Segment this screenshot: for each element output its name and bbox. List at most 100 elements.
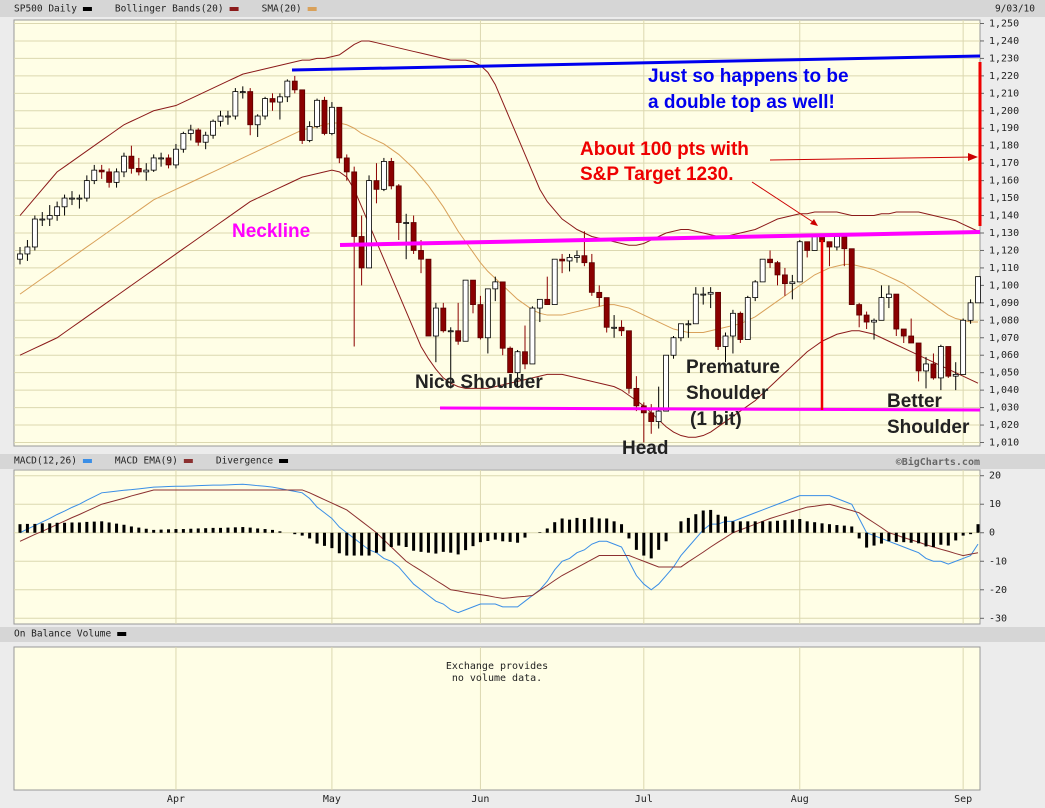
histogram-bar xyxy=(865,532,869,548)
candle-body xyxy=(670,337,677,356)
series-line xyxy=(19,40,979,246)
macd-panel xyxy=(13,469,981,625)
legend-label: MACD(12,26) xyxy=(14,456,77,467)
histogram-bar xyxy=(597,518,601,533)
legend-swatch xyxy=(82,459,92,463)
histogram-bar xyxy=(189,528,193,533)
annotation: Shoulder xyxy=(686,383,769,404)
y-tick-label: -30 xyxy=(989,613,1007,624)
candle-body xyxy=(366,180,372,269)
candle-body xyxy=(113,171,120,183)
legend-label: SP500 Daily xyxy=(14,4,77,15)
histogram-bar xyxy=(174,529,178,533)
candle-body xyxy=(440,307,447,332)
histogram-bar xyxy=(40,523,44,533)
histogram-bar xyxy=(931,532,935,547)
histogram-bar xyxy=(523,532,527,538)
legend-swatch xyxy=(307,7,317,11)
candle-body xyxy=(202,134,209,143)
candle-body xyxy=(692,293,699,325)
candle-body xyxy=(908,335,915,344)
candle-body xyxy=(329,106,335,134)
candle-body xyxy=(588,262,595,293)
histogram-bar xyxy=(612,521,616,533)
support-line xyxy=(439,406,981,412)
histogram-bar xyxy=(627,532,631,539)
histogram-bar xyxy=(434,532,438,554)
histogram-bar xyxy=(575,517,579,533)
y-tick-label: 1,150 xyxy=(989,193,1019,204)
candle-body xyxy=(678,323,684,339)
x-tick-label: May xyxy=(323,794,341,805)
histogram-bar xyxy=(25,523,29,533)
legend-label: MACD EMA(9) xyxy=(115,456,178,467)
y-tick-label: 20 xyxy=(989,471,1001,482)
y-tick-label: 1,140 xyxy=(989,211,1019,222)
candle-body xyxy=(878,297,885,321)
candle-body xyxy=(484,288,491,339)
candle-body xyxy=(158,157,165,160)
x-tick-label: Sep xyxy=(954,794,972,805)
histogram-bar xyxy=(360,532,364,556)
histogram-bar xyxy=(204,528,208,533)
histogram-bar xyxy=(256,528,260,533)
candle-body xyxy=(841,236,848,250)
candle-body xyxy=(700,293,707,296)
arrow-head xyxy=(968,153,978,161)
candle-body xyxy=(306,126,313,141)
candle-body xyxy=(722,335,729,347)
candle-body xyxy=(24,246,31,255)
histogram-bar xyxy=(887,532,891,542)
candle-body xyxy=(299,89,306,141)
histogram-bar xyxy=(129,526,133,533)
candle-body xyxy=(937,346,944,379)
candle-body xyxy=(39,218,46,221)
histogram-bar xyxy=(352,532,356,556)
candle-body xyxy=(187,129,194,134)
y-tick-label: 1,090 xyxy=(989,298,1019,309)
header-bar xyxy=(0,0,1045,17)
candle-body xyxy=(239,91,246,93)
histogram-bar xyxy=(939,532,943,545)
candle-body xyxy=(648,412,655,422)
candle-body xyxy=(418,250,424,260)
histogram-bar xyxy=(679,521,683,533)
histogram-bar xyxy=(233,527,237,533)
histogram-bar xyxy=(219,527,223,533)
series-line xyxy=(19,483,979,614)
y-tick-label: 10 xyxy=(989,499,1001,510)
histogram-bar xyxy=(70,522,74,533)
y-tick-label: 1,070 xyxy=(989,333,1019,344)
legend-label: SMA(20) xyxy=(262,4,302,15)
histogram-bar xyxy=(761,521,765,533)
histogram-bar xyxy=(315,532,319,544)
histogram-bar xyxy=(775,520,779,533)
histogram-bar xyxy=(827,524,831,533)
arrow-line xyxy=(769,156,976,161)
candle-body xyxy=(447,330,454,333)
candle-body xyxy=(403,222,410,224)
histogram-bar xyxy=(820,523,824,533)
histogram-bar xyxy=(605,518,609,533)
histogram-bar xyxy=(144,528,148,533)
y-tick-label: 1,010 xyxy=(989,438,1019,449)
legend-swatch xyxy=(229,7,239,11)
y-tick-label: 1,050 xyxy=(989,368,1019,379)
histogram-bar xyxy=(924,532,928,547)
candle-body xyxy=(380,161,387,190)
legend-label: Bollinger Bands(20) xyxy=(115,4,224,15)
no-data-message: no volume data. xyxy=(452,673,542,684)
histogram-bar xyxy=(456,532,460,555)
candle-body xyxy=(492,281,499,290)
histogram-bar xyxy=(976,524,980,533)
candle-body xyxy=(633,387,640,407)
candle-body xyxy=(618,326,625,332)
histogram-bar xyxy=(946,532,950,546)
candle-body xyxy=(737,312,744,340)
histogram-bar xyxy=(516,532,520,543)
candle-body xyxy=(83,180,90,199)
histogram-bar xyxy=(879,532,883,544)
arrow-line xyxy=(751,181,817,225)
histogram-bar xyxy=(337,532,341,554)
histogram-bar xyxy=(709,509,713,533)
